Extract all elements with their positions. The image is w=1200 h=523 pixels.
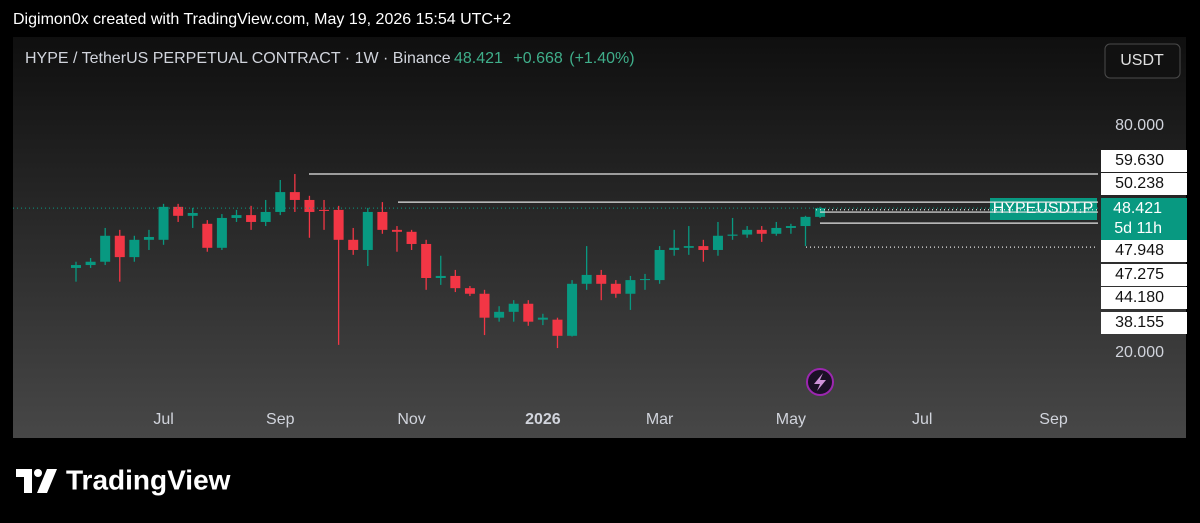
y-tick-label: 20.000 <box>1115 344 1164 361</box>
x-tick-label: Nov <box>397 411 425 428</box>
candle-body <box>683 246 694 248</box>
logo-mark <box>37 469 57 493</box>
symbol-tag: HYPEUSDT.P <box>993 200 1093 217</box>
candle-body <box>669 247 680 250</box>
candle-body <box>756 229 767 234</box>
header-last: 48.421 <box>454 50 503 67</box>
candle-body <box>654 249 665 281</box>
candle-body <box>727 234 738 236</box>
candle-body <box>479 293 490 318</box>
price-line-label: 44.180 <box>1115 289 1164 306</box>
header-change-pct: (+1.40%) <box>569 50 634 67</box>
chart-title: HYPE / TetherUS PERPETUAL CONTRACT · 1W … <box>25 50 451 67</box>
x-tick-label: Sep <box>1039 411 1068 428</box>
candle-body <box>377 211 388 230</box>
candle-body <box>625 280 636 294</box>
candle-body <box>698 246 709 250</box>
candle-body <box>391 229 402 232</box>
candle-body <box>610 283 621 294</box>
logo-mark <box>16 469 32 493</box>
price-line-label: 47.948 <box>1115 242 1164 259</box>
candle-body <box>712 235 723 250</box>
candle-body <box>508 303 519 312</box>
candle-body <box>348 239 359 250</box>
candle-body <box>114 235 125 258</box>
candle-body <box>289 192 300 200</box>
x-tick-label: May <box>776 411 806 428</box>
candle-body <box>421 243 432 279</box>
candle-body <box>362 211 373 250</box>
price-line-label: 50.238 <box>1115 175 1164 192</box>
currency-label[interactable]: USDT <box>1120 52 1164 69</box>
brand-logo: TradingView <box>16 464 231 495</box>
price-line-box <box>1101 264 1187 286</box>
lightning-icon[interactable] <box>806 368 834 396</box>
x-tick-label: Sep <box>266 411 295 428</box>
candle-body <box>319 209 330 211</box>
candle-body <box>581 274 592 284</box>
brand-name: TradingView <box>66 464 231 495</box>
candle-body <box>333 209 344 240</box>
candle-body <box>567 283 578 336</box>
candle-body <box>304 199 315 212</box>
candle-body <box>275 192 286 212</box>
candle-body <box>85 261 96 266</box>
candle-body <box>537 317 548 320</box>
candle-body <box>216 217 227 248</box>
x-tick-label: Jul <box>153 411 173 428</box>
candle-body <box>523 303 534 322</box>
icon-bolt[interactable] <box>814 373 826 391</box>
candle-body <box>742 229 753 235</box>
price-line-box <box>1101 240 1187 262</box>
candle-body <box>143 236 154 240</box>
last-price-label: 48.421 <box>1113 200 1162 217</box>
candle-body <box>100 235 111 262</box>
header-change: +0.668 <box>513 50 562 67</box>
candle-body <box>158 206 169 240</box>
x-tick-label: Mar <box>646 411 674 428</box>
attribution: Digimon0x created with TradingView.com, … <box>13 11 511 28</box>
countdown-label: 5d 11h <box>1114 220 1162 237</box>
x-tick-label: Jul <box>912 411 932 428</box>
candle-body <box>800 216 811 227</box>
candle-body <box>231 215 242 218</box>
price-line-box <box>1101 150 1187 172</box>
candle-body <box>129 239 140 258</box>
price-line-label: 38.155 <box>1115 314 1164 331</box>
candle-body <box>260 211 271 222</box>
candle-body <box>785 226 796 228</box>
candle-body <box>552 319 563 336</box>
currency-button[interactable] <box>1104 43 1181 79</box>
symbol-tag-box <box>990 198 1097 220</box>
chart-panel <box>13 37 1186 438</box>
last-price-box <box>1101 198 1187 240</box>
candle-body <box>771 227 782 234</box>
candle-body <box>246 215 257 222</box>
candles <box>71 174 826 349</box>
candle-body <box>173 206 184 216</box>
price-line-box <box>1101 312 1187 334</box>
candle-body <box>202 223 213 248</box>
price-line-label: 59.630 <box>1115 152 1164 169</box>
candle-body <box>450 275 461 289</box>
price-line-box <box>1101 173 1187 195</box>
price-line-box <box>1101 287 1187 309</box>
candle-body <box>640 279 651 281</box>
price-line-label: 47.275 <box>1115 266 1164 283</box>
y-tick-label: 80.000 <box>1115 117 1164 134</box>
candle-body <box>435 275 446 279</box>
logo-mark <box>34 469 42 477</box>
candle-body <box>187 213 198 216</box>
candle-body <box>406 231 417 244</box>
candle-body <box>71 265 81 268</box>
candle-body <box>596 274 607 284</box>
candle-body <box>464 288 475 294</box>
x-tick-label: 2026 <box>525 411 561 428</box>
candle-body <box>494 311 505 318</box>
header-quote: 48.421 +0.668 (+1.40%) <box>454 50 635 67</box>
